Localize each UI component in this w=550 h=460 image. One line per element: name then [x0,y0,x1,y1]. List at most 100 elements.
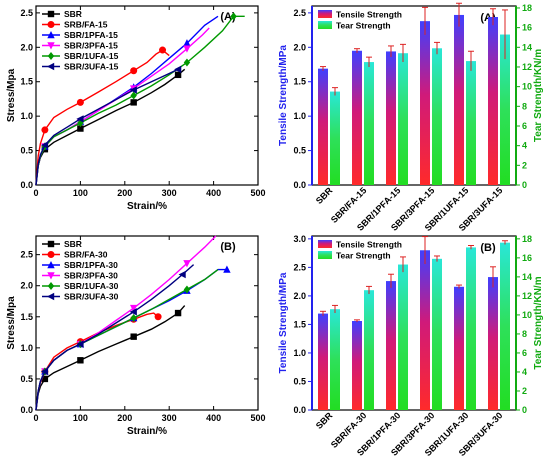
x-axis: 0 100 200 300 400 500 [33,6,266,198]
data-point-sbr-1ufa-15 [183,58,191,67]
bar-tensile [454,14,464,186]
x-tick-label: 100 [73,188,88,198]
y-tick-label: 1.5 [20,312,33,322]
data-point-sbr-fa-30 [154,313,162,321]
legend-entry: SBR [64,9,82,19]
panel-label: (A) [220,11,236,23]
y2-tick-label: 4 [522,367,527,377]
y-tick-label: 2.0 [293,291,306,301]
data-point-sbr-1pfa-15 [183,39,191,47]
plot-frame [35,235,259,411]
legend-marker [47,240,55,248]
y2-axis-label: Tear Strength/KN/m [533,276,544,369]
panel-label: (B) [220,241,236,253]
y-tick-label: 0.0 [293,405,306,415]
bar-tear [432,258,442,410]
legend-entry: Tensile Strength [336,240,402,250]
legend-marker [47,292,55,301]
y2-tick-label: 10 [522,82,532,92]
legend-entry: SBR/1UFA-30 [64,281,119,291]
plot-frame [311,5,517,186]
y-tick-label: 0.5 [20,146,33,156]
y-tick-label: 3.0 [293,234,306,244]
y-axis: 0.0 0.5 1.0 1.5 2.0 2.5 [20,8,258,190]
y-axis-label: Stress/Mpa [6,296,17,350]
y-axis-left: 0.0 0.5 1.0 1.5 2.0 2.5 3.0 [293,234,312,415]
legend-marker [47,261,55,269]
data-point-srb-fa-15 [159,46,167,54]
y-tick-label: 1.5 [293,77,306,87]
data-point-sbr [130,333,137,340]
y2-tick-label: 6 [522,348,527,358]
bar-tensile [386,281,396,410]
legend-swatch [318,10,332,18]
legend: SBRSRB/FA-15SBR/1PFA-15SBR/3PFA-15SBR/1U… [42,9,119,72]
y-tick-label: 2.5 [293,262,306,272]
data-point-sbr-1ufa-15 [130,91,137,100]
bar-group-sbr-1ufa-30: SBR/1UFA-30 [423,245,476,458]
data-point-sbr-3ufa-15 [174,65,182,74]
x-axis: 0 100 200 300 400 500 [33,236,266,423]
data-point-sbr-3pfa-30 [129,304,138,313]
y2-tick-label: 8 [522,329,527,339]
legend-marker [47,42,55,50]
bar-tensile [318,68,328,185]
bar-tear [330,309,340,410]
data-point-srb-fa-15 [76,98,84,106]
data-point-sbr-1pfa-30 [223,265,231,273]
bar-group-sbr-3ufa-15: SBR/3UFA-15 [457,8,510,233]
series-sbr [35,305,186,411]
y-tick-label: 1.0 [293,348,306,358]
legend-entry: SBR/3PFA-15 [64,41,118,51]
bar-tensile [488,277,498,410]
y-axis-label: Tensile Strength/MPa [278,272,289,373]
plot-frame [35,5,259,186]
series-line-sbr [35,68,186,186]
data-point-sbr [174,309,182,317]
y-axis-label: Stress/Mpa [6,68,17,122]
category-label: SBR [314,410,335,431]
y2-tick-label: 16 [522,23,532,33]
y2-axis-label: Tear Strength/KN/m [533,49,544,142]
bar-group-sbr-3pfa-30: SBR/3PFA-30 [389,236,442,458]
data-point-srb-fa-15 [130,67,138,75]
bar-tear [432,48,442,185]
x-tick-label: 200 [117,188,132,198]
series-line-sbr [35,305,186,411]
data-point-srb-fa-15 [41,126,49,134]
y-tick-label: 2.0 [20,42,33,52]
y-tick-label: 2.0 [20,281,33,291]
y-axis-left: 0.0 0.5 1.0 1.5 2.0 2.5 [293,8,312,190]
data-point-sbr-3ufa-15 [76,115,84,123]
bar-tear [500,242,510,410]
x-tick-label: 0 [33,413,38,423]
y-axis: 0.0 0.5 1.0 1.5 2.0 2.5 [20,250,258,415]
y-tick-label: 0.5 [293,146,306,156]
y-tick-label: 0.0 [20,405,33,415]
y-tick-label: 0.0 [20,180,33,190]
legend-entry: SBR/FA-30 [64,250,108,260]
legend-marker [47,10,55,18]
panel-label: (B) [480,242,496,254]
x-tick-label: 400 [206,413,221,423]
bar-tear [398,53,408,186]
series-srb-fa-15 [35,46,170,186]
legend-entry: SBR/3PFA-30 [64,271,118,281]
series-line-sbr-3ufa-30 [35,264,195,411]
x-tick-label: 400 [206,188,221,198]
x-tick-label: 300 [162,188,177,198]
bar-tensile [454,286,464,410]
y2-tick-label: 18 [522,234,532,244]
series-sbr-fa-30 [35,312,162,411]
legend-marker [47,272,55,280]
legend-marker [47,62,55,71]
bar-tear [466,61,476,186]
data-point-sbr-3pfa-30 [183,260,191,268]
y-tick-label: 1.0 [20,111,33,121]
y2-tick-label: 2 [522,386,527,396]
bar-group-sbr-3pfa-15: SBR/3PFA-15 [389,6,442,233]
y2-tick-label: 14 [522,42,532,52]
